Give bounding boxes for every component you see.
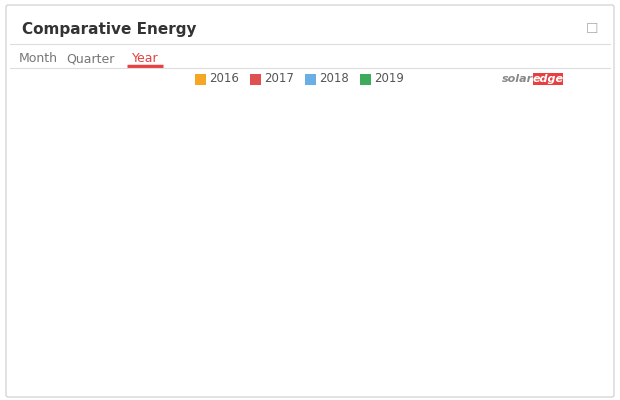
Bar — [195, 74, 206, 84]
Text: solar: solar — [502, 74, 533, 84]
Bar — [502, 343, 570, 372]
Text: Energy
169.155 MWh
2016: Energy 169.155 MWh 2016 — [136, 132, 218, 193]
Text: Quarter: Quarter — [66, 52, 114, 65]
Bar — [240, 202, 308, 372]
Text: edge: edge — [533, 74, 564, 84]
Bar — [360, 74, 371, 84]
Text: ☐: ☐ — [585, 22, 598, 36]
Text: 2017: 2017 — [264, 72, 294, 86]
Text: 2019: 2019 — [374, 72, 404, 86]
Text: 2018: 2018 — [319, 72, 348, 86]
Text: Year: Year — [131, 52, 158, 65]
Bar — [305, 74, 316, 84]
Bar — [371, 185, 439, 372]
FancyBboxPatch shape — [533, 73, 563, 85]
Bar — [109, 197, 177, 372]
Y-axis label: Wh: Wh — [15, 252, 28, 270]
Bar — [250, 74, 261, 84]
FancyBboxPatch shape — [6, 5, 614, 397]
Text: Month: Month — [19, 52, 58, 65]
Text: 2016: 2016 — [209, 72, 239, 86]
Text: Comparative Energy: Comparative Energy — [22, 22, 197, 37]
